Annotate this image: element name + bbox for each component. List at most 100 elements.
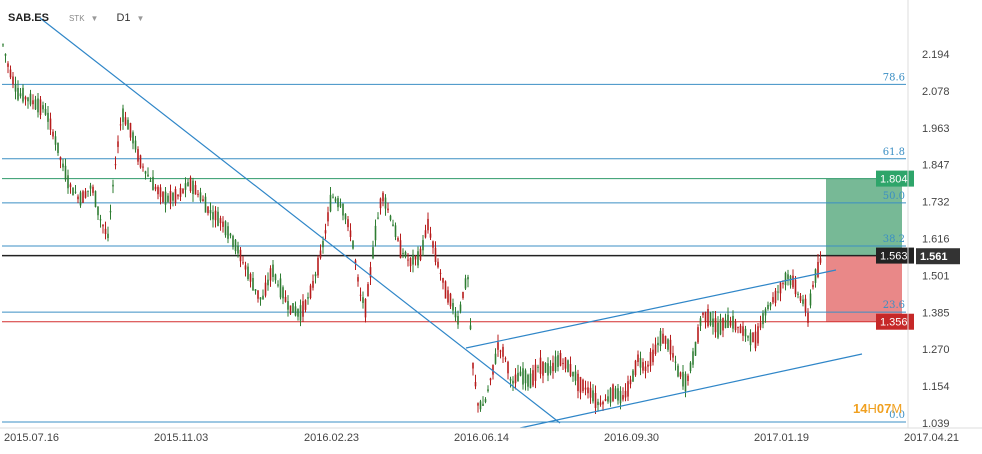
candle-body: [787, 274, 789, 280]
candle: [449, 292, 452, 309]
candle: [389, 214, 392, 222]
candle-body: [192, 180, 194, 195]
candle-body: [259, 297, 262, 300]
candle: [259, 297, 262, 306]
candle: [597, 398, 599, 412]
candle: [404, 250, 407, 259]
candle: [692, 347, 694, 368]
candle: [719, 313, 722, 336]
candle: [97, 206, 99, 221]
candle: [34, 95, 37, 111]
candle-body: [2, 44, 4, 46]
candle: [647, 360, 649, 373]
candle-body: [327, 212, 329, 222]
y-tick-label: 1.963: [922, 123, 950, 135]
candle-body: [524, 370, 527, 384]
candle-body: [207, 206, 209, 214]
candle: [79, 190, 82, 208]
candle-body: [109, 210, 112, 213]
candle-body: [659, 330, 662, 347]
fib-level-label: 50.0: [883, 191, 905, 202]
candle-body: [42, 105, 44, 110]
candle-body: [597, 401, 599, 406]
candle-body: [767, 304, 769, 310]
countdown-h: H: [867, 401, 876, 416]
candle-body: [357, 277, 359, 282]
chevron-down-icon[interactable]: ▼: [90, 13, 99, 23]
candle-body: [379, 198, 382, 209]
candle-body: [197, 193, 199, 195]
symbol-label[interactable]: SAB.ES: [8, 12, 49, 24]
candle: [697, 324, 699, 345]
candle-body: [129, 123, 132, 138]
candle-body: [312, 280, 314, 288]
candle: [414, 255, 417, 266]
x-tick-label: 2016.06.14: [454, 432, 509, 444]
chevron-down-icon[interactable]: ▼: [136, 13, 145, 23]
candle-body: [529, 373, 532, 389]
candle: [292, 303, 294, 314]
candle-body: [729, 320, 732, 326]
candle-body: [657, 342, 659, 346]
candle-body: [342, 203, 344, 216]
candle: [77, 194, 79, 204]
candle: [262, 289, 264, 300]
candle-body: [279, 278, 282, 298]
y-tick-label: 1.385: [922, 307, 950, 319]
candle: [492, 364, 494, 380]
candle: [332, 193, 334, 199]
candle: [4, 53, 7, 63]
candle: [219, 215, 222, 231]
candle: [619, 386, 622, 410]
candle-body: [67, 175, 69, 189]
candle-body: [739, 325, 742, 334]
candle-body: [297, 309, 299, 317]
candle: [297, 308, 299, 321]
candle-body: [799, 296, 802, 301]
candle-body: [577, 373, 579, 392]
candle: [732, 310, 734, 333]
candle-body: [32, 100, 34, 105]
candle: [209, 202, 212, 221]
candle-body: [404, 251, 407, 257]
candle-body: [567, 360, 569, 372]
candle-body: [184, 183, 187, 190]
candle-body: [514, 374, 517, 384]
candle-body: [654, 344, 657, 354]
candle-body: [742, 326, 744, 336]
candle-body: [747, 336, 749, 338]
stop-price-tag: 1.356: [876, 313, 914, 330]
candle-body: [102, 224, 104, 227]
candle: [409, 257, 412, 272]
candle-body: [289, 305, 292, 314]
candle: [92, 184, 94, 196]
candle-body: [509, 378, 512, 381]
candle-body: [262, 295, 264, 300]
candle: [402, 248, 404, 259]
candle-body: [139, 155, 142, 168]
candle: [704, 311, 707, 329]
candle: [189, 175, 192, 193]
candle-body: [569, 364, 572, 376]
candle: [439, 269, 442, 281]
candle-body: [707, 308, 709, 327]
candle: [22, 84, 24, 104]
candle-body: [462, 291, 464, 299]
candle-body: [147, 174, 149, 177]
candle-body: [99, 219, 102, 221]
current-price-tag: 1.563: [876, 247, 914, 264]
timeframe-label[interactable]: D1: [116, 12, 131, 24]
candle: [632, 369, 634, 382]
candle-body: [237, 245, 239, 254]
candle-body: [202, 199, 204, 201]
candle-body: [432, 241, 434, 248]
fibonacci-levels: 78.6 61.8 50.0 38.2 23.6 0.0: [2, 72, 906, 423]
candle: [687, 373, 689, 386]
candle: [759, 315, 762, 331]
price-tags: 1.804 1.563 1.561 1.356: [876, 170, 960, 330]
candle: [162, 191, 164, 204]
candle: [772, 292, 774, 305]
candle-body: [587, 387, 589, 394]
x-tick-label: 2017.04.21: [904, 432, 959, 444]
